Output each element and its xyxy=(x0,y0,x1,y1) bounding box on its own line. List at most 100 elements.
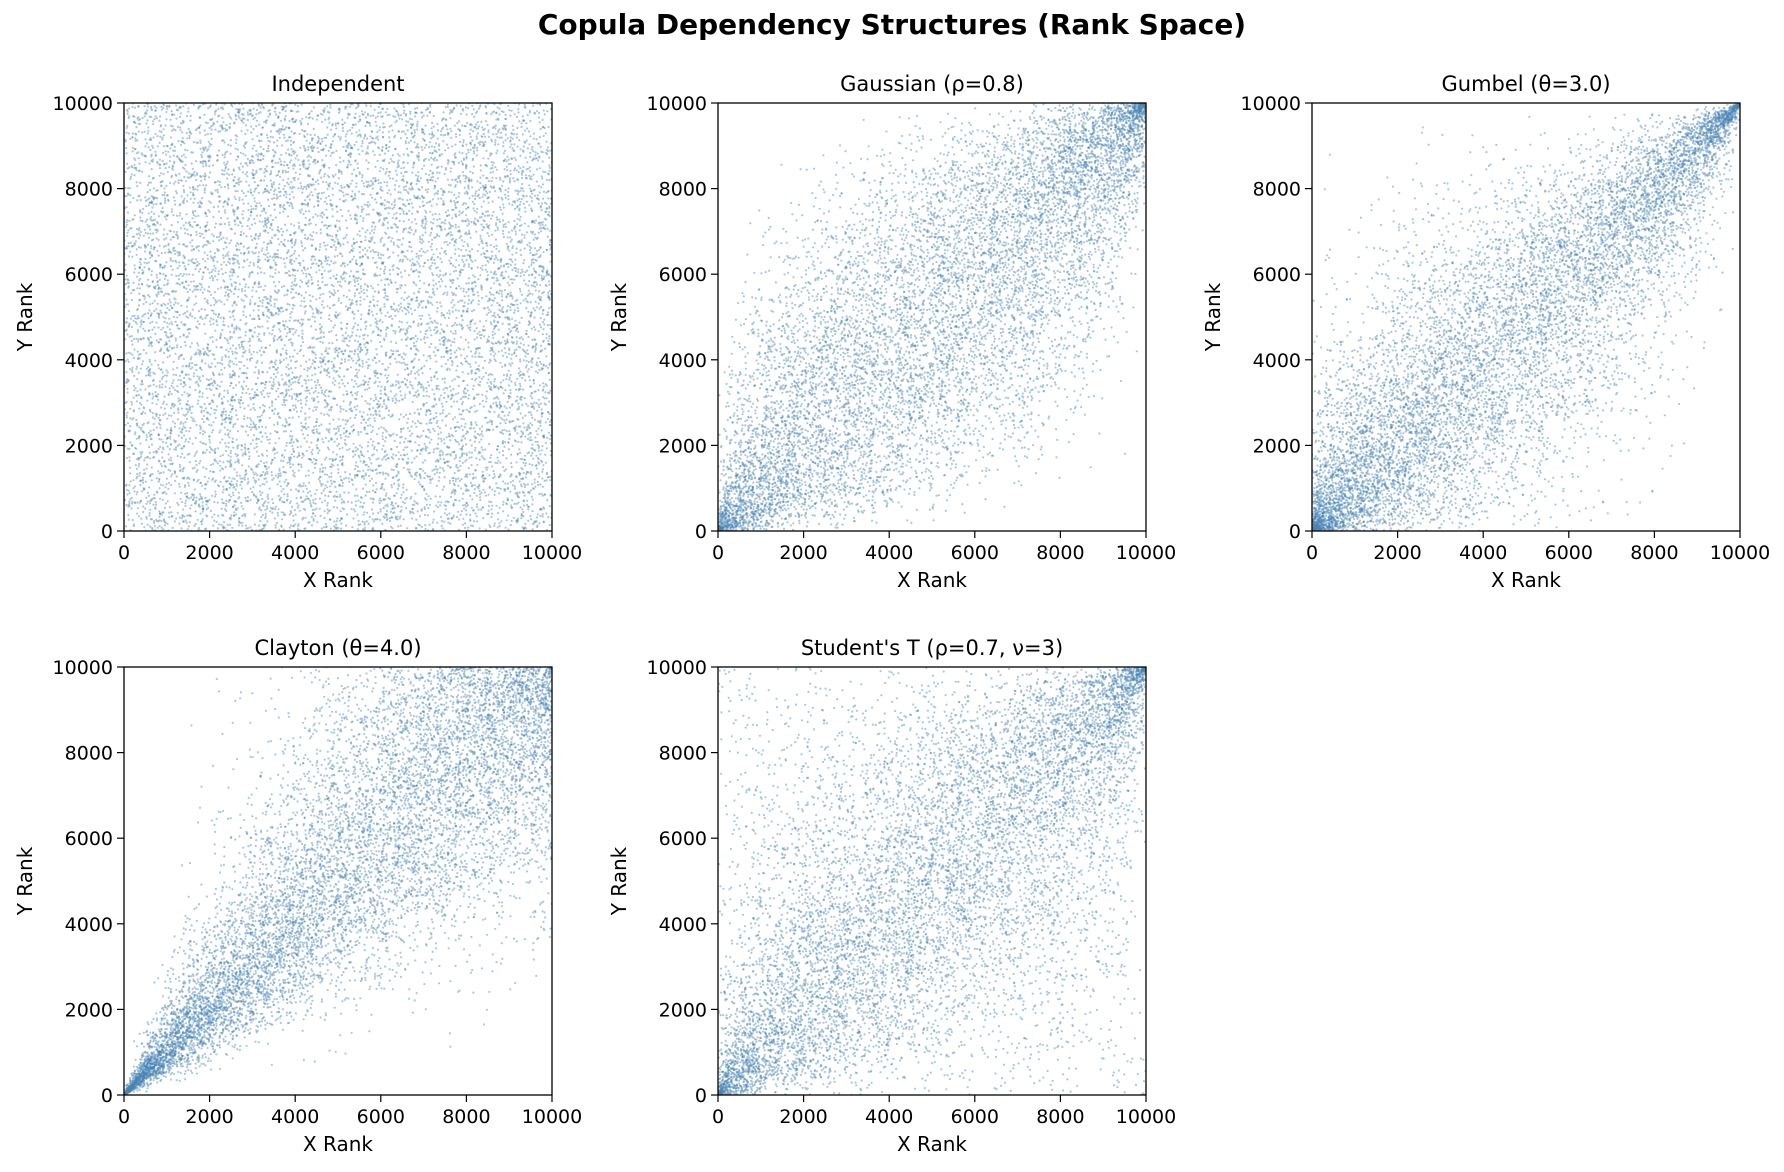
scatter-point xyxy=(364,239,367,242)
scatter-point xyxy=(161,492,164,495)
scatter-point xyxy=(244,173,247,176)
scatter-point xyxy=(386,278,389,281)
scatter-point xyxy=(369,458,372,461)
scatter-point xyxy=(317,284,320,287)
scatter-point xyxy=(440,260,443,264)
scatter-point xyxy=(323,473,327,476)
scatter-point xyxy=(490,180,493,183)
scatter-point xyxy=(370,462,373,465)
scatter-point xyxy=(182,105,185,108)
scatter-point xyxy=(162,128,165,131)
scatter-point xyxy=(129,425,132,428)
scatter-point xyxy=(152,203,155,206)
scatter-point xyxy=(291,185,294,189)
scatter-point xyxy=(147,278,150,281)
scatter-point xyxy=(314,408,318,411)
scatter-point xyxy=(372,484,375,487)
scatter-point xyxy=(266,392,269,395)
scatter-point xyxy=(390,349,393,352)
scatter-point xyxy=(229,359,232,362)
scatter-point xyxy=(404,413,408,416)
scatter-point xyxy=(265,435,268,439)
scatter-point xyxy=(345,132,348,136)
scatter-point xyxy=(314,248,318,251)
scatter-point xyxy=(510,109,513,112)
scatter-point xyxy=(125,416,128,419)
scatter-point xyxy=(204,332,207,335)
scatter-point xyxy=(330,245,333,249)
scatter-point xyxy=(276,130,279,133)
scatter-point xyxy=(314,514,317,518)
scatter-point xyxy=(419,407,422,411)
scatter-point xyxy=(355,334,358,337)
scatter-point xyxy=(485,416,488,419)
scatter-point xyxy=(473,520,476,523)
scatter-point xyxy=(326,402,329,405)
scatter-point xyxy=(179,227,182,230)
scatter-point xyxy=(444,424,447,427)
scatter-point xyxy=(233,220,236,223)
scatter-point xyxy=(412,166,415,169)
scatter-point xyxy=(486,244,489,247)
scatter-point xyxy=(302,516,305,520)
scatter-point xyxy=(432,451,435,454)
scatter-point xyxy=(435,191,438,194)
scatter-point xyxy=(402,210,405,213)
scatter-point xyxy=(328,295,332,298)
scatter-point xyxy=(467,220,470,223)
scatter-point xyxy=(310,441,313,444)
scatter-point xyxy=(417,254,420,257)
scatter-point xyxy=(477,355,480,358)
scatter-point xyxy=(369,413,372,416)
scatter-point xyxy=(364,133,367,136)
scatter-point xyxy=(430,248,433,251)
scatter-point xyxy=(446,513,449,517)
scatter-point xyxy=(168,481,171,484)
scatter-point xyxy=(138,292,141,295)
scatter-point xyxy=(521,133,524,136)
scatter-point xyxy=(326,501,329,505)
scatter-point xyxy=(223,366,226,369)
scatter-point xyxy=(504,316,507,319)
scatter-point xyxy=(184,344,187,347)
scatter-point xyxy=(473,330,476,333)
scatter-point xyxy=(415,518,418,521)
scatter-point xyxy=(427,395,431,398)
scatter-point xyxy=(180,160,183,163)
scatter-point xyxy=(258,415,262,418)
scatter-point xyxy=(244,499,248,502)
scatter-point xyxy=(185,170,188,173)
scatter-point xyxy=(307,166,310,169)
scatter-point xyxy=(312,499,315,502)
scatter-point xyxy=(354,123,357,126)
scatter-point xyxy=(148,486,151,489)
scatter-point xyxy=(547,280,551,283)
scatter-point xyxy=(173,149,177,152)
scatter-point xyxy=(413,129,416,132)
scatter-point xyxy=(486,274,489,277)
scatter-point xyxy=(478,334,482,337)
scatter-point xyxy=(423,146,426,149)
scatter-point xyxy=(355,182,358,185)
scatter-point xyxy=(177,274,180,277)
scatter-point xyxy=(363,418,366,421)
scatter-point xyxy=(467,346,470,349)
scatter-point xyxy=(361,227,364,230)
scatter-point xyxy=(300,208,303,211)
scatter-point xyxy=(404,205,407,208)
scatter-point xyxy=(166,428,169,431)
scatter-point xyxy=(191,217,194,220)
scatter-point xyxy=(283,493,286,496)
scatter-point xyxy=(177,327,180,330)
scatter-point xyxy=(402,358,405,361)
scatter-point xyxy=(474,352,477,355)
scatter-point xyxy=(299,496,302,499)
scatter-point xyxy=(458,469,461,472)
scatter-point xyxy=(449,262,452,265)
scatter-point xyxy=(241,401,245,405)
scatter-point xyxy=(338,226,341,229)
scatter-point xyxy=(145,438,148,442)
scatter-point xyxy=(358,364,361,367)
scatter-point xyxy=(279,160,282,163)
scatter-point xyxy=(145,301,148,304)
